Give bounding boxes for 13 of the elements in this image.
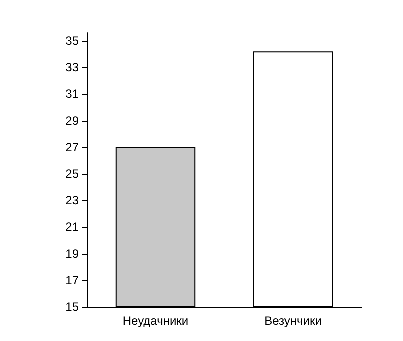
y-tick-label: 29 — [66, 114, 80, 128]
y-tick-label: 33 — [66, 60, 80, 75]
y-tick-label: 31 — [66, 87, 80, 102]
y-tick-label: 19 — [66, 246, 80, 261]
y-tick-label: 25 — [66, 166, 80, 181]
y-tick-label: 23 — [66, 194, 80, 208]
y-tick-label: 35 — [66, 34, 80, 48]
y-tick-label: 21 — [66, 220, 80, 234]
x-tick-label: Везунчики — [264, 314, 322, 328]
y-tick-label: 17 — [66, 273, 80, 288]
y-tick-label: 27 — [66, 140, 80, 154]
y-tick-label: 15 — [66, 300, 80, 314]
x-tick-label: Неудачники — [122, 314, 189, 328]
